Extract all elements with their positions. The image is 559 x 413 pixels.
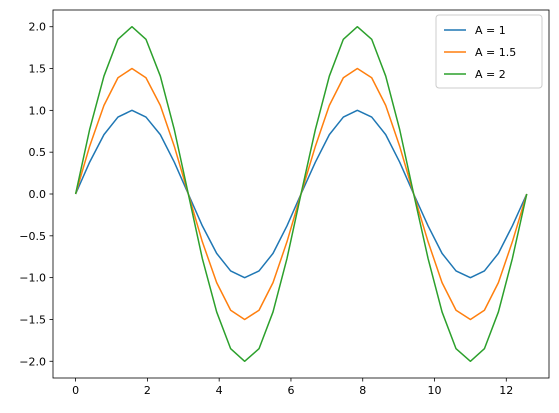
x-tick-label: 2 — [144, 384, 151, 397]
y-tick-label: 0.5 — [29, 146, 47, 159]
y-tick-label: −2.0 — [19, 355, 46, 368]
x-tick-label: 0 — [72, 384, 79, 397]
y-tick-label: −1.0 — [19, 272, 46, 285]
y-tick-label: 1.5 — [29, 63, 47, 76]
y-tick-label: 0.0 — [29, 188, 47, 201]
legend-box — [435, 14, 543, 89]
y-tick-label: 1.0 — [29, 104, 47, 117]
x-tick-label: 8 — [359, 384, 366, 397]
line-series — [74, 25, 528, 363]
y-tick-label: 2.0 — [29, 21, 47, 34]
x-tick-label: 12 — [499, 384, 513, 397]
x-tick-label: 4 — [216, 384, 223, 397]
legend-label: A = 2 — [475, 68, 506, 81]
legend-label: A = 1.5 — [475, 46, 516, 59]
y-tick-label: −1.5 — [19, 313, 46, 326]
x-tick-label: 6 — [287, 384, 294, 397]
axes-frame — [52, 9, 550, 379]
y-tick-label: −0.5 — [19, 230, 46, 243]
x-tick-label: 10 — [428, 384, 442, 397]
legend-label: A = 1 — [475, 24, 506, 37]
